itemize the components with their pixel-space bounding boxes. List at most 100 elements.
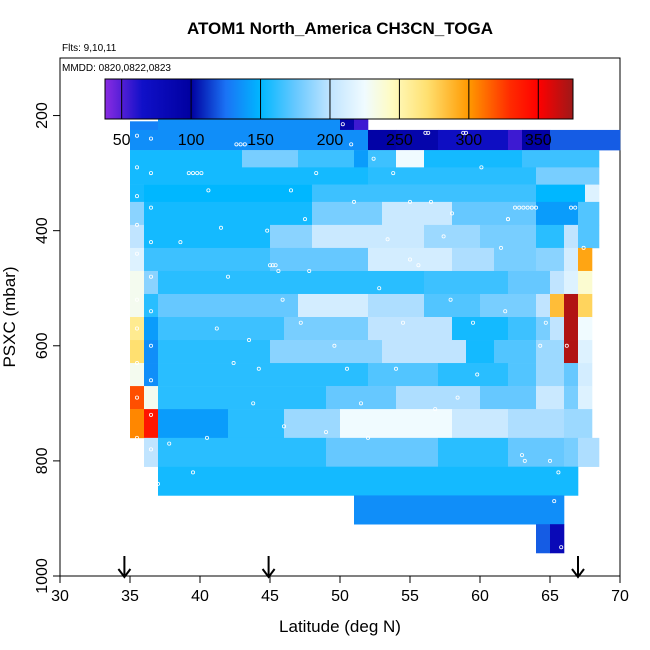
y-tick-label: 600 — [34, 332, 51, 359]
heatmap-cell — [158, 121, 341, 131]
heatmap-cell — [536, 524, 551, 554]
colorbar-tick-label: 100 — [178, 132, 205, 149]
x-tick-label: 50 — [331, 588, 349, 605]
sample-points — [134, 104, 611, 550]
heatmap-cell — [578, 437, 600, 467]
sample-point — [256, 366, 261, 371]
heatmap-cell — [564, 224, 579, 249]
sample-point — [332, 343, 337, 348]
heatmap-cell — [424, 224, 481, 249]
sample-point — [148, 378, 153, 383]
heatmap-cell — [158, 363, 369, 387]
heatmap-cell — [564, 340, 579, 364]
heatmap-cell — [144, 363, 159, 387]
sample-point — [490, 125, 495, 130]
heatmap-cell — [508, 363, 537, 387]
heatmap-cell — [578, 386, 593, 410]
heatmap-cell — [522, 150, 600, 168]
flight-arrow — [571, 556, 585, 579]
heatmap-cell — [144, 270, 159, 295]
heatmap-cell — [494, 340, 537, 364]
sample-point — [234, 142, 239, 147]
x-tick-label: 40 — [191, 588, 209, 605]
heatmap-cell — [578, 201, 600, 226]
sample-point — [238, 142, 243, 147]
sample-point — [280, 297, 285, 302]
sample-point — [461, 130, 466, 135]
heatmap-cell — [270, 340, 383, 364]
heatmap-cell — [354, 495, 565, 525]
heatmap-cell — [368, 293, 425, 318]
heatmap-cell — [508, 437, 565, 467]
sample-point — [231, 361, 236, 366]
heatmap-cell — [354, 150, 369, 168]
sample-point — [534, 205, 539, 210]
heatmap-cell — [144, 437, 159, 467]
heatmap-cell — [564, 386, 579, 410]
heatmap-cell — [368, 150, 397, 168]
sample-point — [584, 125, 589, 130]
heatmap-cells — [130, 98, 621, 554]
y-tick-label: 200 — [34, 102, 51, 129]
sample-point — [134, 435, 139, 440]
sample-point — [556, 470, 561, 475]
flight-arrow — [117, 556, 132, 579]
heatmap-cell — [130, 293, 145, 318]
heatmap-cell — [438, 363, 509, 387]
sample-point — [486, 125, 491, 130]
colorbar-tick-label: 300 — [455, 132, 482, 149]
x-tick-label: 60 — [471, 588, 489, 605]
sample-point — [134, 165, 139, 170]
sample-point — [242, 142, 247, 147]
sample-point — [521, 205, 526, 210]
sample-point — [358, 401, 363, 406]
colorbar-ticks: 50 100 150 200 250 300 350 — [113, 79, 552, 149]
colorbar-tick-label: 250 — [386, 132, 413, 149]
heatmap-cell — [354, 121, 369, 131]
heatmap-cell — [284, 317, 369, 341]
sample-point — [178, 240, 183, 245]
heatmap-cell — [130, 184, 145, 203]
dates-label: MMDD: 0820,0822,0823 — [62, 63, 171, 74]
sample-point — [134, 194, 139, 199]
heatmap-cell — [578, 340, 593, 364]
heatmap-cell — [564, 247, 579, 272]
heatmap-cell — [480, 224, 537, 249]
heatmap-cell — [536, 340, 565, 364]
sample-point — [433, 407, 438, 412]
sample-point — [449, 211, 454, 216]
sample-point — [206, 188, 211, 193]
heatmap-cell — [480, 293, 537, 318]
sample-point — [281, 424, 286, 429]
x-tick-label: 45 — [261, 588, 279, 605]
sample-point — [134, 251, 139, 256]
sample-point — [288, 188, 293, 193]
sample-point — [148, 309, 153, 314]
sample-point — [190, 171, 195, 176]
sample-point — [190, 470, 195, 475]
heatmap-cell — [424, 150, 523, 168]
heatmap-cell — [130, 224, 145, 249]
heatmap-cell — [368, 363, 439, 387]
colorbar-tick-label: 150 — [247, 132, 274, 149]
heatmap-cell — [158, 409, 229, 439]
sample-point — [148, 343, 153, 348]
sample-point — [391, 171, 396, 176]
sample-point — [134, 361, 139, 366]
heatmap-cell — [564, 409, 593, 439]
heatmap-cell — [158, 466, 579, 496]
flights-label: Flts: 9,10,11 — [62, 43, 117, 54]
sample-point — [569, 205, 574, 210]
sample-point — [573, 205, 578, 210]
heatmap-cell — [130, 247, 145, 272]
sample-point — [218, 225, 223, 230]
heatmap-cell — [550, 317, 565, 341]
heatmap-cell — [368, 129, 397, 151]
sample-point — [148, 240, 153, 245]
sample-point — [298, 320, 303, 325]
heatmap-cell — [326, 437, 439, 467]
sample-point — [601, 125, 606, 130]
heatmap-cell — [585, 184, 600, 203]
colorbar: 50 100 150 200 250 300 350 — [104, 78, 574, 149]
